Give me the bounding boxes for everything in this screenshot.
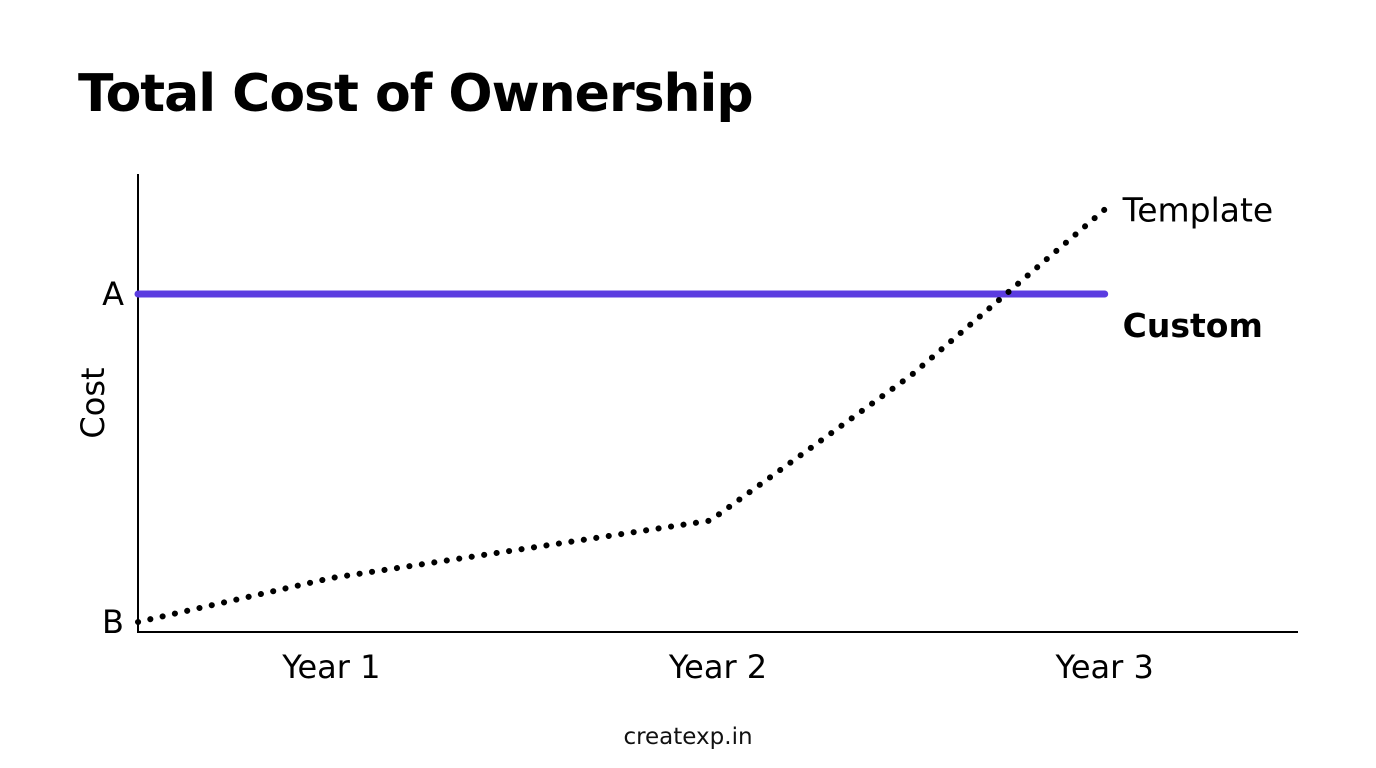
chart-title: Total Cost of Ownership: [78, 64, 754, 124]
y-tick-label-a: A: [102, 275, 124, 313]
x-tick-label-2: Year 2: [668, 648, 767, 686]
x-tick-label-1: Year 1: [281, 648, 380, 686]
chart-marks: Year 1 Year 2 Year 3 B A Custom Template: [102, 190, 1273, 686]
series-line-template: [135, 206, 1108, 625]
y-axis-label: Cost: [74, 367, 112, 438]
series-label-custom: Custom: [1123, 306, 1263, 345]
x-tick-label-3: Year 3: [1055, 648, 1154, 686]
y-tick-label-b: B: [102, 603, 124, 641]
footer-credit[interactable]: createxp.in: [623, 724, 753, 750]
series-label-template: Template: [1122, 190, 1274, 229]
